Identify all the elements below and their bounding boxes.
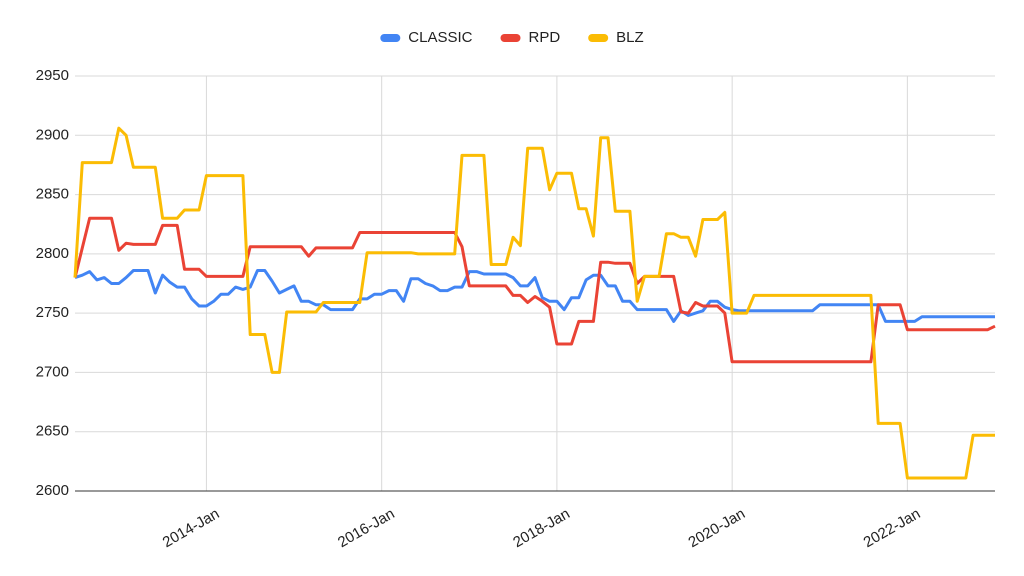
legend-swatch (380, 34, 401, 42)
legend-label: BLZ (616, 29, 644, 46)
x-tick-label: 2014-Jan (160, 505, 223, 551)
legend-item: RPD (500, 29, 561, 46)
x-tick-label: 2022-Jan (861, 505, 924, 551)
y-tick-label: 2850 (36, 186, 69, 203)
legend: CLASSIC RPD BLZ (380, 29, 644, 46)
legend-item: CLASSIC (380, 29, 473, 46)
legend-item: BLZ (588, 29, 644, 46)
y-tick-label: 2750 (36, 304, 69, 321)
y-tick-label: 2800 (36, 245, 69, 262)
legend-swatch (500, 34, 521, 42)
y-tick-label: 2650 (36, 423, 69, 440)
y-tick-label: 2950 (36, 67, 69, 84)
x-tick-label: 2020-Jan (685, 505, 748, 551)
y-tick-label: 2700 (36, 363, 69, 380)
legend-label: RPD (529, 29, 561, 46)
series-line (74, 269, 995, 323)
series-line (73, 216, 996, 364)
legend-swatch (588, 34, 609, 42)
y-tick-label: 2600 (36, 482, 69, 499)
x-tick-label: 2016-Jan (335, 505, 398, 551)
y-tick-label: 2900 (36, 126, 69, 143)
x-tick-label: 2018-Jan (510, 505, 573, 551)
series-line (73, 126, 995, 480)
legend-label: CLASSIC (408, 29, 472, 46)
